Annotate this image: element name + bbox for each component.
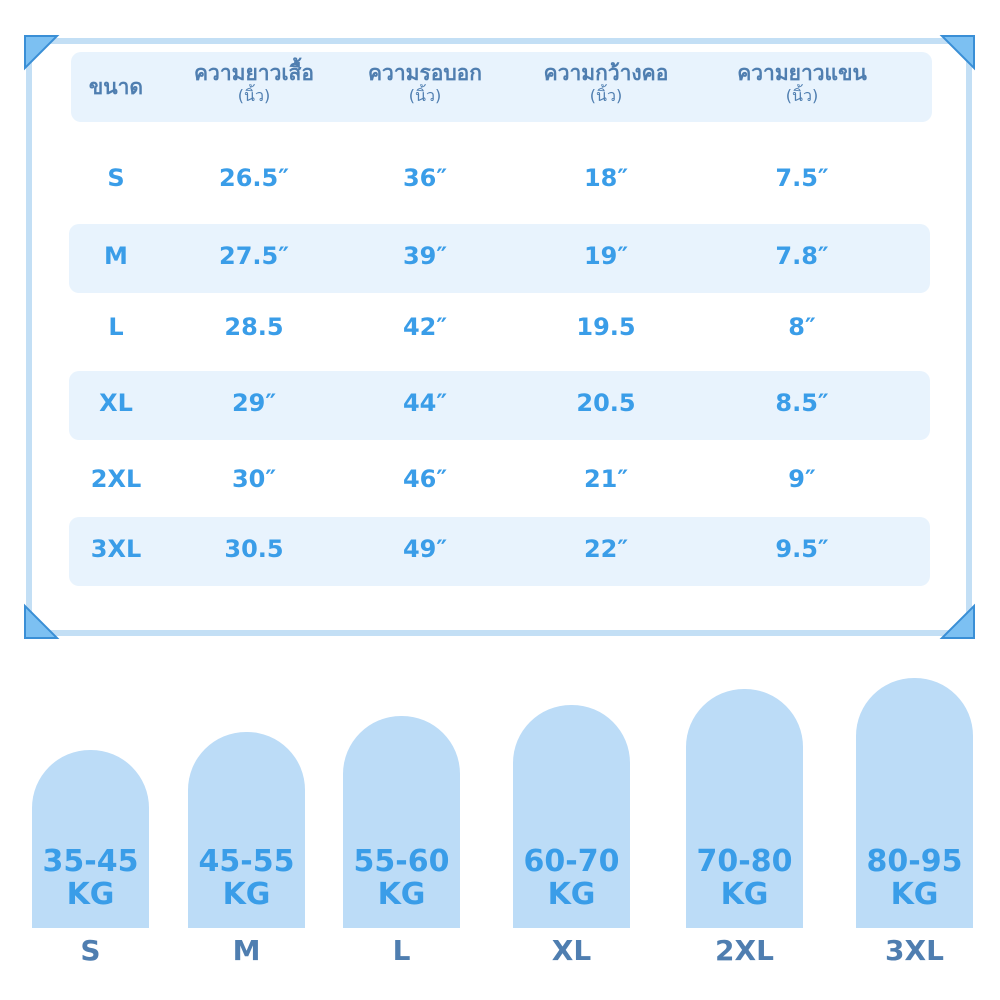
value-cell: 44″ (402, 389, 448, 417)
row-band (69, 517, 930, 586)
weight-unit: KG (377, 877, 426, 912)
row-band (69, 224, 930, 293)
value-cell: 7.8″ (775, 242, 829, 270)
size-cell: 2XL (90, 465, 142, 493)
value-cell: 22″ (583, 535, 629, 563)
weight-unit: KG (890, 877, 939, 912)
weight-size: XL (551, 934, 592, 967)
weight-arch (856, 678, 973, 928)
value-cell: 46″ (402, 465, 448, 493)
weight-unit: KG (720, 877, 769, 912)
header-title: ความรอบอก (367, 61, 483, 85)
header-title: ความกว้างคอ (543, 61, 669, 85)
row-band (69, 371, 930, 440)
weight-arch (513, 705, 630, 928)
weight-unit: KG (547, 877, 596, 912)
value-cell: 36″ (402, 164, 448, 192)
header-title: ความยาวเสื้อ (194, 61, 314, 85)
weight-unit: KG (222, 877, 271, 912)
value-cell: 42″ (402, 313, 448, 341)
value-cell: 8.5″ (775, 389, 829, 417)
value-cell: 29″ (231, 389, 277, 417)
table-frame (26, 38, 972, 636)
value-cell: 49″ (402, 535, 448, 563)
weight-arch (32, 750, 149, 928)
header-unit: (นิ้ว) (589, 86, 623, 105)
value-cell: 30″ (231, 465, 277, 493)
column-header: ความยาวแขน (นิ้ว) (737, 60, 867, 106)
weight-arch (188, 732, 305, 928)
value-cell: 9.5″ (775, 535, 829, 563)
value-cell: 8″ (788, 313, 816, 341)
corner-ornaments (24, 35, 975, 639)
value-cell: 19.5 (576, 313, 636, 341)
weight-range: 60-70 (523, 844, 620, 879)
weight-unit: KG (66, 877, 115, 912)
size-cell: M (104, 242, 128, 270)
header-unit: (นิ้ว) (408, 86, 442, 105)
weight-range: 80-95 (866, 844, 963, 879)
header-title: ความยาวแขน (737, 61, 867, 85)
weight-size: M (232, 934, 261, 967)
weight-range: 45-55 (198, 844, 295, 879)
weight-range: 70-80 (696, 844, 793, 879)
header-band (71, 52, 932, 122)
value-cell: 27.5″ (219, 242, 289, 270)
header-unit: (นิ้ว) (237, 86, 271, 105)
weight-size: L (392, 934, 411, 967)
header-unit: (นิ้ว) (785, 86, 819, 105)
size-cell: 3XL (90, 535, 142, 563)
size-cell: L (108, 313, 124, 341)
column-header: ความยาวเสื้อ (นิ้ว) (194, 60, 314, 106)
value-cell: 19″ (583, 242, 629, 270)
weight-size: 2XL (715, 934, 774, 967)
value-cell: 7.5″ (775, 164, 829, 192)
weight-arch (686, 689, 803, 928)
column-header: ขนาด (89, 74, 143, 100)
weight-size: 3XL (885, 934, 944, 967)
value-cell: 39″ (402, 242, 448, 270)
header-title: ขนาด (88, 75, 144, 99)
value-cell: 21″ (583, 465, 629, 493)
weight-arch (343, 716, 460, 928)
value-cell: 20.5 (576, 389, 636, 417)
value-cell: 30.5 (224, 535, 284, 563)
column-header: ความกว้างคอ (นิ้ว) (544, 60, 669, 106)
value-cell: 28.5 (224, 313, 284, 341)
weight-size: S (80, 934, 101, 967)
weight-range: 35-45 (42, 844, 139, 879)
value-cell: 26.5″ (219, 164, 289, 192)
size-cell: S (107, 164, 125, 192)
value-cell: 9″ (788, 465, 816, 493)
value-cell: 18″ (583, 164, 629, 192)
size-cell: XL (99, 389, 133, 417)
weight-range: 55-60 (353, 844, 450, 879)
column-header: ความรอบอก (นิ้ว) (368, 60, 482, 106)
